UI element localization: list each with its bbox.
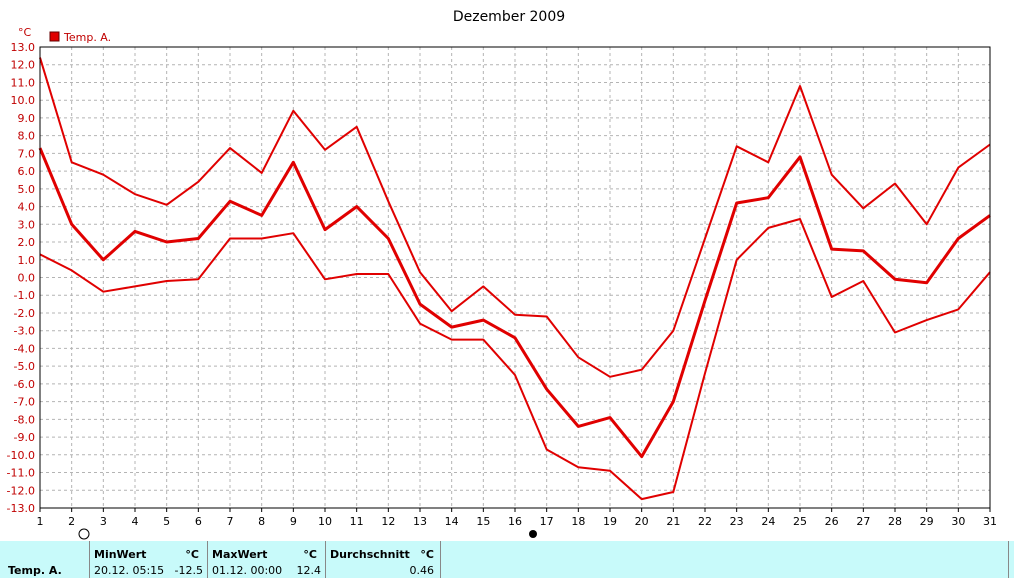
y-tick-label: 12.0 <box>11 59 36 72</box>
y-tick-label: -12.0 <box>7 484 35 497</box>
min-value: -12.5 <box>174 564 203 577</box>
y-tick-label: 3.0 <box>18 218 36 231</box>
max-time: 01.12. 00:00 <box>212 564 283 577</box>
max-value: 12.4 <box>296 564 322 577</box>
series-line-mittel <box>38 147 991 459</box>
plot-frame <box>39 46 991 509</box>
min-time: 20.12. 05:15 <box>94 564 165 577</box>
avg-unit: °C <box>420 548 434 561</box>
stats-row-label: Temp. A. <box>8 564 62 577</box>
x-tick-label: 20 <box>635 515 649 528</box>
y-tick-label: -11.0 <box>7 467 35 480</box>
y-tick-label: -5.0 <box>14 360 35 373</box>
x-tick-label: 27 <box>856 515 870 528</box>
x-tick-label: 8 <box>258 515 265 528</box>
y-tick-label: -7.0 <box>14 396 35 409</box>
x-tick-label: 4 <box>132 515 139 528</box>
y-tick-label: -9.0 <box>14 431 35 444</box>
x-tick-label: 31 <box>983 515 997 528</box>
series-line-max <box>39 57 991 378</box>
range-cursor-handle[interactable] <box>529 530 537 538</box>
temperature-chart: Dezember 2009 °C Temp. A. 13.012.011.010… <box>7 9 997 540</box>
x-tick-label: 26 <box>825 515 839 528</box>
x-axis: 1 2 3 4 5 6 7 8 9 10 11 12 13 14 15 16 17 18 19 20 21 22 23 24 2… <box>37 508 997 528</box>
series-line-min <box>39 218 991 501</box>
y-tick-label: -2.0 <box>14 307 35 320</box>
x-tick-label: 12 <box>381 515 395 528</box>
max-unit: °C <box>303 548 317 561</box>
y-tick-label: 6.0 <box>18 165 36 178</box>
avg-cell: Durchschnitt °C 0.46 <box>326 541 441 578</box>
y-tick-label: 5.0 <box>18 183 36 196</box>
x-tick-label: 7 <box>227 515 234 528</box>
x-tick-label: 25 <box>793 515 807 528</box>
y-tick-label: -1.0 <box>14 289 35 302</box>
y-tick-label: -6.0 <box>14 378 35 391</box>
x-tick-label: 15 <box>476 515 490 528</box>
max-cell: MaxWert °C 01.12. 00:00 12.4 <box>208 541 326 578</box>
min-unit: °C <box>185 548 199 561</box>
x-tick-label: 14 <box>445 515 459 528</box>
x-tick-label: 10 <box>318 515 332 528</box>
x-tick-label: 11 <box>350 515 364 528</box>
y-axis-unit: °C <box>18 26 32 39</box>
x-tick-label: 24 <box>761 515 775 528</box>
x-tick-label: 3 <box>100 515 107 528</box>
y-tick-label: 13.0 <box>11 41 36 54</box>
y-tick-label: 9.0 <box>18 112 36 125</box>
y-tick-label: 10.0 <box>11 94 36 107</box>
y-tick-label: -8.0 <box>14 413 35 426</box>
x-tick-label: 9 <box>290 515 297 528</box>
grid <box>39 46 991 509</box>
x-tick-label: 1 <box>37 515 44 528</box>
x-tick-label: 2 <box>68 515 75 528</box>
legend-swatch <box>49 31 60 42</box>
y-tick-label: -13.0 <box>7 502 35 515</box>
avg-value: 0.46 <box>409 564 435 577</box>
y-tick-label: 11.0 <box>11 76 36 89</box>
x-tick-label: 16 <box>508 515 522 528</box>
y-tick-label: -10.0 <box>7 449 35 462</box>
y-tick-label: 1.0 <box>18 254 36 267</box>
range-start-handle[interactable] <box>78 528 90 540</box>
x-tick-label: 17 <box>540 515 554 528</box>
statistics-panel: Temp. A. MinWert °C 20.12. 05:15 -12.5 M… <box>0 541 1014 578</box>
x-tick-label: 6 <box>195 515 202 528</box>
avg-header: Durchschnitt <box>330 548 410 561</box>
y-tick-label: 7.0 <box>18 147 36 160</box>
max-header: MaxWert <box>212 548 268 561</box>
y-tick-label: -3.0 <box>14 325 35 338</box>
x-tick-label: 28 <box>888 515 902 528</box>
y-tick-label: 8.0 <box>18 130 36 143</box>
legend-label: Temp. A. <box>63 31 111 44</box>
y-axis: 13.0 12.0 11.0 10.0 9.0 8.0 7.0 6.0 5.0 4.0 3.0 2.0… <box>7 41 35 515</box>
x-tick-label: 29 <box>920 515 934 528</box>
min-header: MinWert <box>94 548 147 561</box>
x-tick-label: 22 <box>698 515 712 528</box>
x-tick-label: 19 <box>603 515 617 528</box>
y-tick-label: -4.0 <box>14 342 35 355</box>
x-tick-label: 18 <box>571 515 585 528</box>
x-tick-label: 13 <box>413 515 427 528</box>
y-tick-label: 4.0 <box>18 201 36 214</box>
series-lines <box>38 57 991 501</box>
right-divider <box>1008 541 1009 578</box>
y-tick-label: 2.0 <box>18 236 36 249</box>
chart-title: Dezember 2009 <box>453 9 565 25</box>
x-tick-label: 23 <box>730 515 744 528</box>
x-tick-label: 5 <box>163 515 170 528</box>
y-tick-label: 0.0 <box>18 272 36 285</box>
x-tick-label: 21 <box>666 515 680 528</box>
stats-row-label-cell: Temp. A. <box>0 541 90 578</box>
min-cell: MinWert °C 20.12. 05:15 -12.5 <box>90 541 208 578</box>
x-tick-label: 30 <box>951 515 965 528</box>
